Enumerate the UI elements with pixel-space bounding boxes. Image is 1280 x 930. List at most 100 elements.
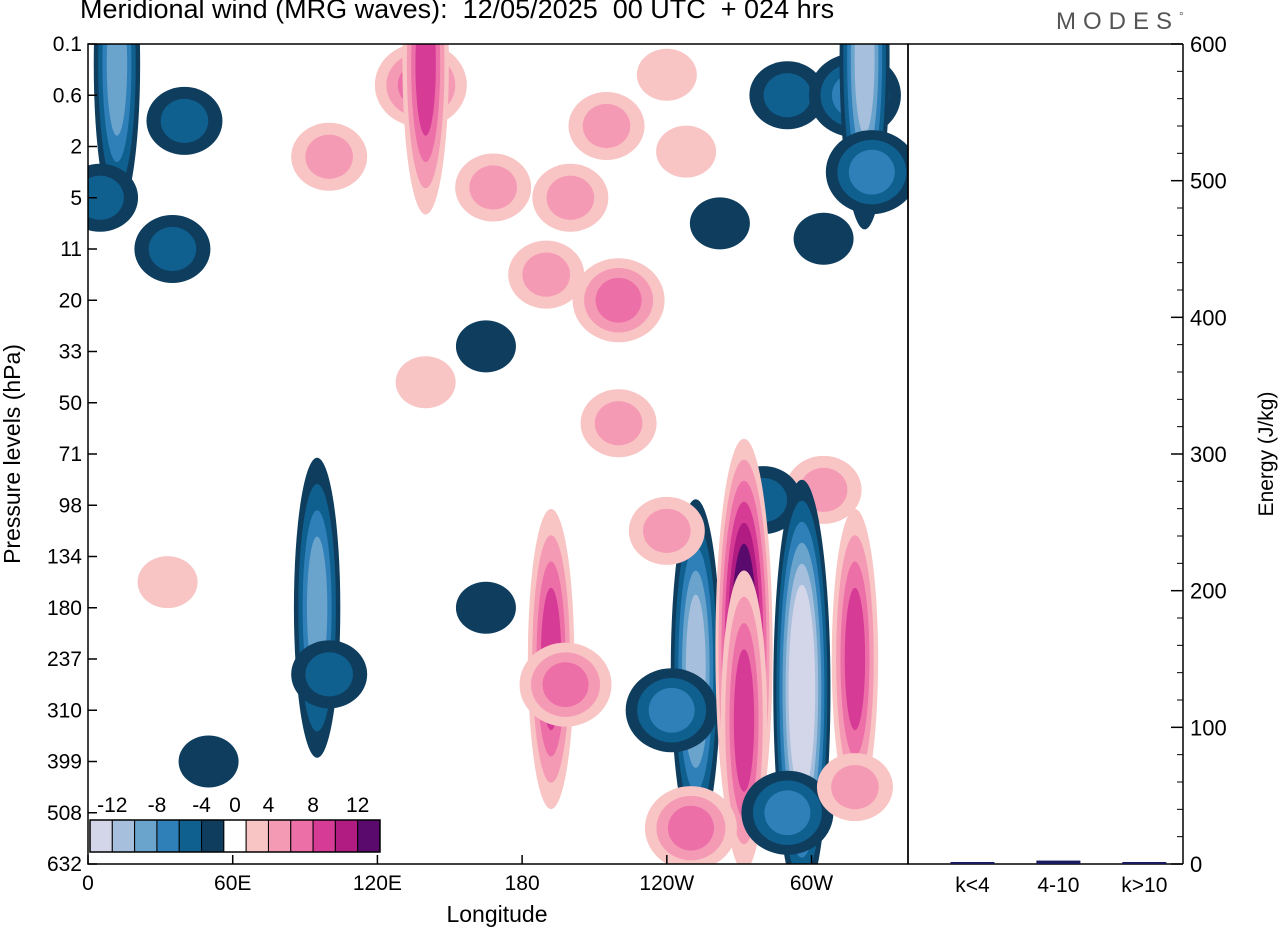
contour-feature <box>519 642 612 727</box>
contour-level <box>469 165 517 210</box>
energy-bar <box>950 862 995 864</box>
energy-bar-chart: 0 100 200 300 400 500 600 k<4 4-10 k>10 <box>907 32 1227 897</box>
contour-feature <box>816 753 893 822</box>
modes-logo: MODES° <box>1056 8 1191 36</box>
y-tick-label: 11 <box>60 238 82 261</box>
colorbar-label: 8 <box>307 794 319 817</box>
contour-level <box>636 48 697 101</box>
contour-feature <box>568 92 645 160</box>
colorbar-label: -12 <box>97 794 127 817</box>
contour-feature <box>402 44 449 215</box>
y-tick-label: 632 <box>47 853 82 876</box>
contour-level <box>415 44 436 136</box>
contour-level <box>848 149 895 195</box>
colorbar-swatch <box>156 819 180 853</box>
colorbar-label: 12 <box>346 794 369 817</box>
energy-tick-label: 500 <box>1190 169 1227 194</box>
contour-feature <box>793 212 854 265</box>
contour-level <box>854 44 875 135</box>
colorbar-swatch <box>267 819 292 853</box>
contour-level <box>831 765 879 810</box>
x-axis: 0 60E 120E 180 120W 60W <box>82 855 833 895</box>
contour-feature <box>508 240 585 309</box>
x-tick-label: 120W <box>639 872 694 895</box>
energy-tick-label: 600 <box>1190 32 1227 57</box>
contour-level <box>844 587 866 731</box>
x-tick-label: 0 <box>82 872 94 895</box>
contour-level <box>546 175 595 220</box>
contour-feature <box>293 457 341 758</box>
contour-level <box>88 175 124 220</box>
energy-tick-label: 0 <box>1190 852 1202 877</box>
contour-feature <box>625 668 718 753</box>
contour-level <box>667 805 714 851</box>
contour-level <box>595 277 642 323</box>
contour-feature <box>580 389 657 458</box>
contour-level <box>689 197 750 250</box>
energy-category-label: k>10 <box>1121 874 1167 897</box>
energy-bar <box>1122 862 1167 864</box>
contour-feature <box>644 786 737 864</box>
contour-feature <box>689 197 750 250</box>
colorbar-label: -4 <box>192 794 211 817</box>
colorbar-swatch <box>334 819 359 853</box>
contour-feature <box>455 581 516 634</box>
contour-level <box>542 662 589 708</box>
contour-feature <box>532 163 609 232</box>
y-tick-label: 20 <box>59 289 82 312</box>
contour-level <box>305 134 353 179</box>
colorbar: -12 -8 -4 0 4 8 12 <box>89 794 381 853</box>
contour-level <box>648 687 695 733</box>
colorbar-swatch <box>290 819 314 853</box>
contour-feature <box>656 125 717 178</box>
contour-level <box>656 125 717 178</box>
contour-feature <box>178 735 239 788</box>
y-tick-label: 50 <box>59 392 82 415</box>
y-tick-label: 237 <box>47 648 82 671</box>
contour-feature <box>572 258 665 343</box>
colorbar-swatch <box>89 819 113 853</box>
y-tick-label: 0.1 <box>53 33 82 56</box>
y-tick-label: 399 <box>47 751 82 774</box>
contour-level <box>582 103 631 149</box>
energy-tick-label: 300 <box>1190 442 1227 467</box>
colorbar-swatch <box>245 819 269 853</box>
page-title: Meridional wind (MRG waves): 12/05/2025 … <box>80 0 835 24</box>
logo-mark: ° <box>1179 9 1191 23</box>
energy-category-label: k<4 <box>955 874 990 897</box>
contour-level <box>160 98 209 143</box>
y-tick-label: 508 <box>47 802 82 825</box>
colorbar-swatch <box>111 819 136 853</box>
y-tick-label: 2 <box>70 136 82 159</box>
contour-feature <box>88 163 139 232</box>
y-tick-label: 71 <box>59 443 82 466</box>
contour-feature <box>146 86 223 155</box>
contour-level <box>594 401 643 446</box>
contour-feature <box>137 556 198 609</box>
contour-feature <box>741 770 834 855</box>
contour-level <box>137 556 198 609</box>
y-tick-label: 134 <box>47 546 82 569</box>
colorbar-label: 4 <box>263 794 275 817</box>
contour-feature <box>628 496 705 565</box>
contour-feature <box>291 122 368 191</box>
x-axis-label: Longitude <box>446 901 547 927</box>
contour-level <box>305 652 353 697</box>
contour-field <box>88 44 908 864</box>
contour-level <box>763 73 812 118</box>
contour-level <box>178 735 239 788</box>
colorbar-swatch <box>223 819 247 853</box>
y-tick-label: 180 <box>47 597 82 620</box>
contour-feature <box>455 320 516 373</box>
energy-axis-label: Energy (J/kg) <box>1255 392 1278 517</box>
logo-text: MODES <box>1056 8 1180 35</box>
colorbar-swatch <box>134 819 158 853</box>
contour-feature <box>825 130 908 215</box>
y-tick-label: 33 <box>59 341 82 364</box>
contour-feature <box>831 509 879 809</box>
colorbar-label: -8 <box>148 794 167 817</box>
contour-level <box>793 212 854 265</box>
contour-level <box>148 226 197 272</box>
x-tick-label: 120E <box>353 872 402 895</box>
